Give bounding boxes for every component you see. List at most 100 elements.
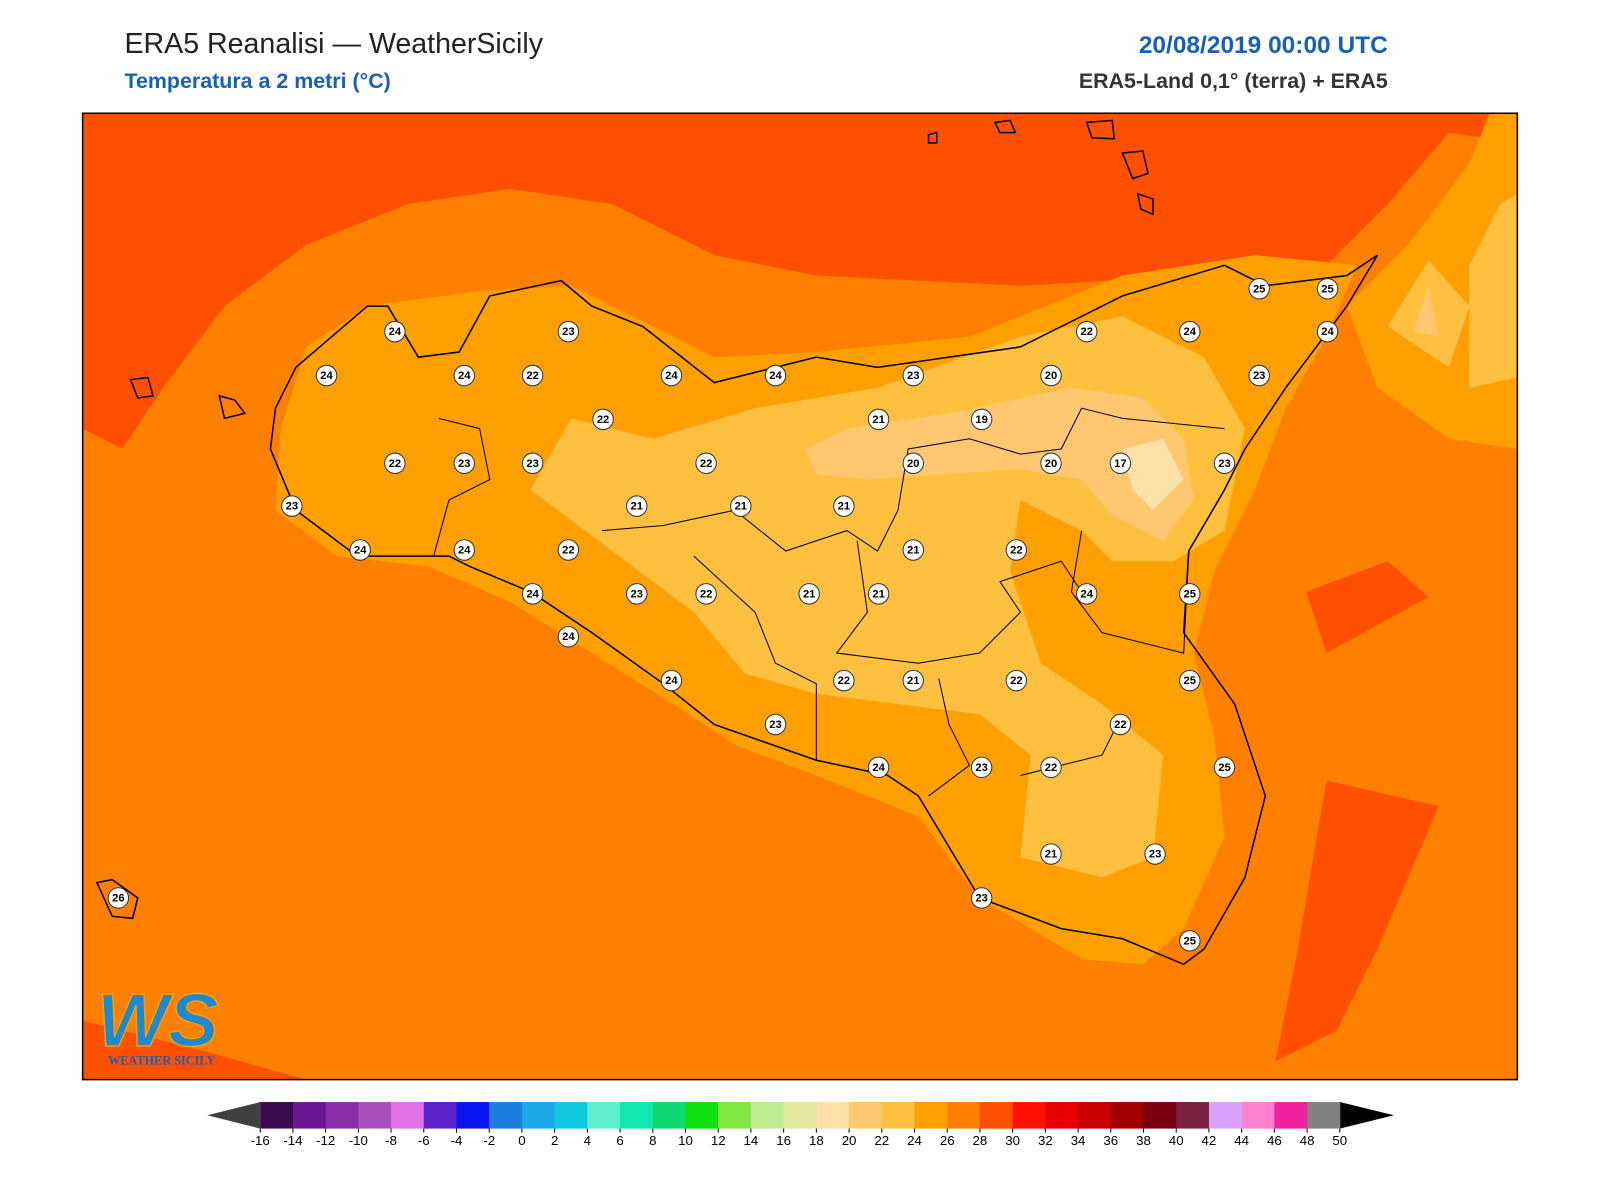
- station: 24: [1076, 583, 1098, 605]
- colorbar-tick-label: 36: [1103, 1133, 1118, 1148]
- station: 25: [1316, 278, 1339, 300]
- station: 22: [1005, 669, 1028, 692]
- colorbar-tick-label: 22: [874, 1133, 889, 1148]
- station-value: 22: [526, 370, 538, 382]
- station: 22: [695, 452, 717, 474]
- colorbar-bin: [685, 1102, 719, 1129]
- colorbar-tick-label: 26: [940, 1133, 955, 1148]
- colorbar-bin: [1045, 1102, 1079, 1129]
- map-frame: [81, 112, 1519, 1081]
- colorbar-tick-label: 42: [1202, 1133, 1217, 1148]
- colorbar-tick-label: 34: [1071, 1133, 1086, 1148]
- subtitle: Temperatura a 2 metri (°C): [124, 69, 390, 93]
- colorbar-tick-label: 14: [744, 1133, 759, 1148]
- station-value: 24: [769, 370, 782, 382]
- colorbar-bin: [1143, 1102, 1177, 1129]
- colorbar-bin: [260, 1102, 294, 1129]
- station-marker: [902, 539, 924, 561]
- station: 23: [1144, 843, 1166, 865]
- station-marker: [626, 583, 648, 605]
- colorbar-tick-label: 16: [776, 1133, 791, 1148]
- province-borders: [433, 407, 1225, 797]
- station-value: 23: [526, 458, 538, 470]
- colorbar-bin: [1274, 1102, 1308, 1129]
- station-value: 22: [1010, 675, 1022, 687]
- station: 25: [1248, 278, 1270, 300]
- station-value: 22: [1045, 762, 1057, 774]
- station-value: 20: [1045, 458, 1057, 470]
- station-value: 21: [907, 545, 919, 557]
- station-value: 23: [630, 588, 642, 600]
- station-value: 23: [286, 501, 298, 513]
- colorbar-tick-label: 48: [1300, 1133, 1315, 1148]
- station-marker: [315, 364, 338, 387]
- station-marker: [1109, 452, 1132, 474]
- station-marker: [1040, 364, 1062, 387]
- station-value: 21: [630, 501, 642, 513]
- station-marker: [695, 583, 717, 605]
- colorbar-tick-label: -16: [251, 1133, 270, 1148]
- colorbar-bin: [783, 1102, 817, 1129]
- colorbar-tick-label: -8: [385, 1133, 397, 1148]
- station-marker: [902, 669, 924, 692]
- station-marker: [1144, 843, 1166, 865]
- station-value: 25: [1184, 935, 1196, 947]
- colorbar-tick-label: 8: [649, 1133, 656, 1148]
- field-zone: [1413, 285, 1439, 337]
- station-value: 24: [1321, 326, 1334, 338]
- station: 23: [1248, 364, 1270, 387]
- station: 23: [970, 887, 993, 909]
- station: 21: [730, 495, 752, 517]
- station: 20: [1040, 452, 1062, 474]
- station-value: 25: [1184, 675, 1196, 687]
- colorbar-bin: [1208, 1102, 1243, 1129]
- station: 24: [660, 364, 683, 387]
- station-marker: [281, 495, 303, 517]
- colorbar-bin: [587, 1102, 621, 1129]
- station: 26: [107, 887, 130, 909]
- station: 22: [1076, 320, 1098, 343]
- station: 25: [1179, 583, 1201, 605]
- station-marker: [902, 452, 924, 474]
- station-value: 24: [354, 545, 367, 557]
- station-value: 22: [389, 458, 401, 470]
- station-value: 22: [1080, 326, 1092, 338]
- colorbar-tick-label: 4: [584, 1133, 591, 1148]
- station: 21: [902, 539, 924, 561]
- station-value: 24: [665, 370, 678, 382]
- station: 21: [867, 583, 890, 605]
- station-value: 24: [1184, 326, 1197, 338]
- station: 21: [867, 408, 890, 431]
- station: 23: [521, 452, 544, 474]
- colorbar-tick-label: 2: [551, 1133, 558, 1148]
- colorbar-bin: [1307, 1102, 1341, 1129]
- station-marker: [1179, 320, 1201, 343]
- colorbar-tick-label: 50: [1332, 1133, 1347, 1148]
- colorbar-bin: [1176, 1102, 1210, 1129]
- colorbar-bin: [292, 1102, 327, 1129]
- station: 24: [521, 583, 544, 605]
- station-value: 24: [872, 762, 885, 774]
- station-marker: [453, 539, 475, 561]
- station-value: 24: [458, 545, 471, 557]
- colorbar-tick-label: 44: [1234, 1133, 1249, 1148]
- field-warm-patch: [1275, 780, 1439, 1062]
- station-value: 23: [562, 326, 574, 338]
- station-marker: [1179, 583, 1201, 605]
- colorbar-bin: [423, 1102, 458, 1129]
- colorbar-tick-label: -12: [316, 1133, 335, 1148]
- colorbar-tick-label: -14: [283, 1133, 302, 1148]
- station-value: 24: [562, 631, 575, 643]
- station: 24: [349, 539, 371, 561]
- station: 24: [660, 669, 683, 692]
- colorbar-bin: [325, 1102, 359, 1129]
- station: 24: [453, 539, 475, 561]
- station-value: 21: [872, 588, 884, 600]
- station: 25: [1213, 756, 1236, 779]
- station-value: 17: [1114, 458, 1126, 470]
- station: 22: [384, 452, 406, 474]
- station: 24: [557, 626, 580, 648]
- colorbar-bin: [979, 1102, 1014, 1129]
- station-value: 24: [320, 370, 333, 382]
- station-marker: [660, 669, 683, 692]
